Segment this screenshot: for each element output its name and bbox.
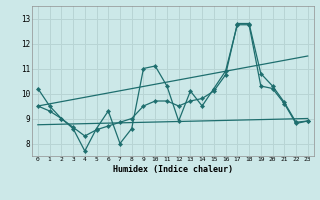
X-axis label: Humidex (Indice chaleur): Humidex (Indice chaleur) <box>113 165 233 174</box>
